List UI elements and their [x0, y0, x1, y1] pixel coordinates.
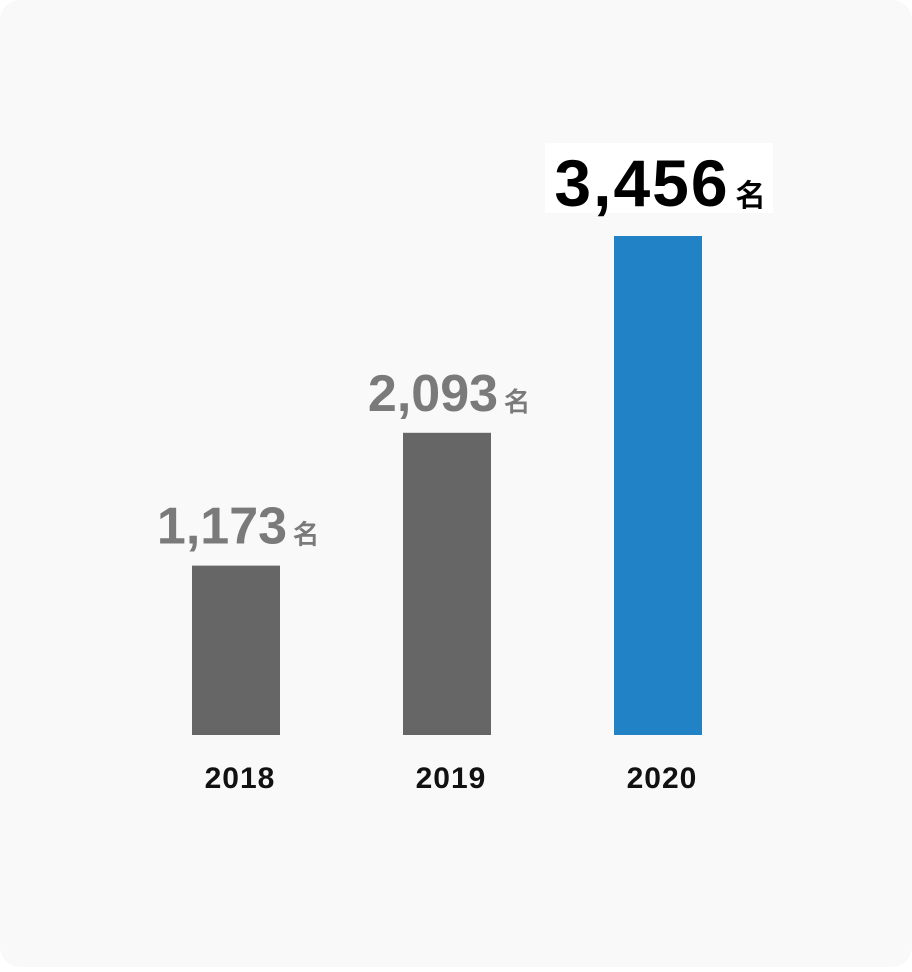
value-number: 1,173 — [157, 498, 287, 556]
value-unit: 名 — [293, 520, 319, 550]
value-label: 2,093 名 — [368, 365, 530, 423]
bar — [192, 565, 280, 735]
value-unit: 名 — [504, 387, 530, 417]
value-number: 2,093 — [368, 365, 498, 423]
value-unit: 名 — [736, 180, 766, 213]
bar — [403, 432, 491, 735]
x-tick-label: 2019 — [416, 762, 487, 795]
x-tick-label: 2020 — [627, 762, 698, 795]
x-tick-label: 2018 — [205, 762, 276, 795]
value-label: 3,456 名 — [554, 146, 765, 220]
value-label: 1,173 名 — [157, 498, 319, 556]
bar — [614, 236, 702, 735]
label-highlight — [545, 143, 773, 213]
value-number: 3,456 — [554, 146, 729, 220]
